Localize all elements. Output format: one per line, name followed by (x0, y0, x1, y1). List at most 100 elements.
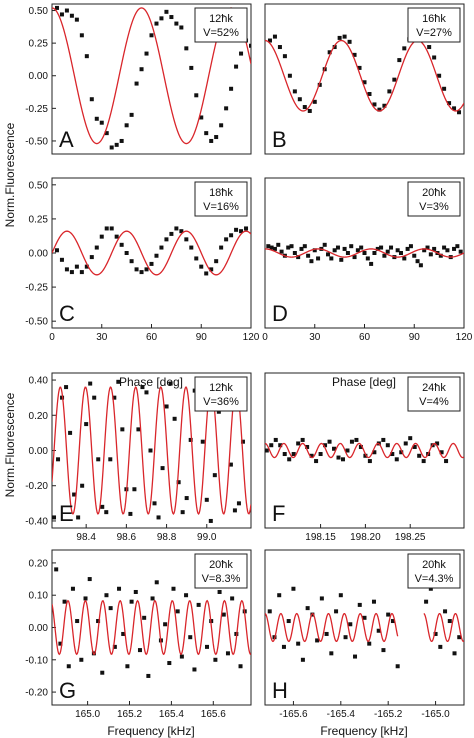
panel-c-data-point (79, 270, 84, 275)
panel-d-data-point (362, 251, 367, 255)
panel-h-data-point (367, 641, 372, 646)
panel-a-data-point (59, 12, 64, 17)
panel-g-data-point (104, 593, 109, 598)
panel-a-data-point (109, 145, 114, 150)
panel-d-legend: 20ħk V=3% (407, 181, 461, 217)
panel-c-ytick-label: 0.00 (29, 249, 49, 260)
panel-g-data-point (192, 667, 197, 672)
panel-b-data-point (302, 105, 307, 110)
panel-h-data-point (438, 644, 443, 649)
panel-c-legend-label: 18ħk (209, 187, 233, 199)
panel-a-data-point (124, 123, 129, 128)
panel-c: -0.50 -0.25 0.00 0.25 0.50 0 30 60 90 120 18ħk V=16… (25, 177, 260, 343)
panel-h-data-point (395, 664, 400, 669)
panel-e-xtick-label: 98.8 (157, 532, 177, 543)
panel-c-data-point (214, 259, 219, 264)
panel-c-xtick-label: 120 (243, 332, 260, 343)
panel-b-data-point (292, 89, 297, 94)
panel-a-data-point (184, 46, 189, 51)
panel-d-data-point (329, 256, 334, 261)
panel-g-xtick-label: 165.4 (159, 709, 184, 720)
panel-b-data-point (442, 86, 447, 91)
panel-f-data-point (323, 443, 328, 448)
panel-d-data-point (382, 253, 387, 258)
panel-f-legend-box (407, 376, 461, 412)
panel-b: 16ħk V=27% B (264, 3, 465, 155)
panel-h-data-point (381, 648, 386, 653)
panel-e-data-point (96, 457, 101, 462)
panel-h-fit-curve (265, 612, 399, 643)
panel-d-data-point (299, 246, 304, 251)
panel-f-data-point (417, 453, 422, 458)
x-axis-label-phase-left: Phase [deg] (119, 375, 183, 389)
panel-d-data-point (458, 249, 463, 254)
panel-e-data-point (64, 385, 69, 390)
panel-h-data-point (443, 609, 448, 614)
panel-d-data-point (452, 246, 457, 251)
panel-e-fit-curve (52, 386, 251, 515)
panel-f-data-point (435, 441, 440, 446)
panel-c-data-point (179, 229, 184, 234)
panel-h-fit-curve (423, 612, 464, 643)
panel-b-data-point (332, 45, 337, 50)
panel-g-legend-label: 20ħk (209, 559, 233, 571)
panel-a-data-point (74, 17, 79, 22)
panel-b-data-point (347, 39, 352, 44)
panel-e-data-point (164, 404, 169, 409)
panel-a-data-point (179, 25, 184, 30)
panel-d-data-point (332, 248, 337, 253)
panel-h-data-point (338, 593, 343, 598)
panels: -0.50 -0.25 0.00 0.25 0.50 12ħk V=52% A 16ħk V=27… (25, 3, 473, 720)
panel-e-data-point (80, 483, 85, 488)
panel-e-data-point (180, 510, 185, 515)
panel-f-data-point (372, 450, 377, 455)
panel-c-data-point (159, 245, 164, 250)
panel-c-ytick-label: -0.25 (25, 283, 48, 294)
panel-d-data-point (385, 249, 390, 254)
panel-d-data-point (326, 252, 331, 257)
panel-g-data-point (179, 654, 184, 659)
panel-a-data-point (164, 9, 169, 14)
panel-g-xtick-label: 165.6 (201, 709, 226, 720)
panel-b-data-point (357, 65, 362, 70)
panel-h-plot (265, 586, 464, 669)
panel-h-data-point (371, 599, 376, 604)
panel-c-data-point (124, 251, 129, 255)
panel-b-frame (264, 3, 465, 155)
panel-f-data-point (421, 459, 426, 464)
panel-d-data-point (438, 253, 443, 258)
panel-h-data-point (300, 657, 305, 662)
panel-b-legend-label: 16ħk (422, 13, 446, 25)
panel-f-data-point (269, 443, 274, 448)
panel-a-data-point (204, 131, 209, 136)
panel-a-data-point (89, 97, 94, 102)
panel-f-data-point (300, 437, 305, 442)
x-axis-label-freq-left: Frequency [kHz] (107, 724, 194, 738)
panel-c-data-point (114, 234, 119, 239)
panel-c-ytick-label: 0.50 (29, 180, 49, 191)
panel-e-legend: 12ħk V=36% (194, 376, 248, 412)
panel-h-data-point (390, 619, 395, 624)
panel-d-data-point (375, 246, 380, 251)
panel-d-data-point (405, 246, 410, 251)
panel-c-data-point (94, 245, 99, 250)
panel-c-data-point (209, 267, 214, 272)
panel-a-frame (51, 3, 252, 155)
panel-g-data-point (108, 606, 113, 611)
panel-g-data-point (129, 599, 134, 604)
panel-e-data-point (200, 439, 205, 444)
panel-d-data-point (292, 251, 297, 255)
panel-h-data-point (319, 596, 324, 601)
panel-g-ytick-label: 0.10 (29, 591, 49, 602)
panel-c-data-point (59, 257, 64, 262)
panel-c-data-point (89, 255, 94, 260)
panel-f-data-point (390, 452, 395, 457)
panel-d-data-point (279, 249, 284, 254)
panel-d-data-point (289, 244, 294, 249)
panel-g-data-point (175, 609, 180, 614)
panel-d: 0 30 60 90 120 20ħk V=3% D (262, 177, 473, 343)
panel-e-data-point (236, 501, 241, 506)
panel-b-data-point (277, 45, 282, 50)
panel-h-data-point (433, 631, 438, 636)
panel-f: 198.15 198.20 198.25 24ħk V=4% F (264, 372, 465, 543)
